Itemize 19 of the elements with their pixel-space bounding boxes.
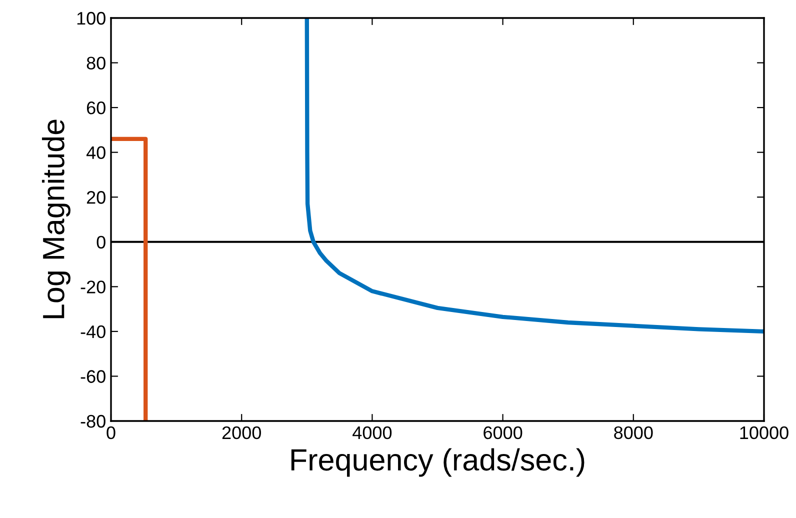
y-tick-label: 80 xyxy=(86,56,106,70)
x-tick-label: 0 xyxy=(106,426,116,440)
y-tick-label: -60 xyxy=(80,370,106,383)
x-tick-label: 2000 xyxy=(222,426,261,440)
y-tick-label: 100 xyxy=(77,12,106,25)
y-tick-label: 60 xyxy=(86,101,106,114)
y-tick-label: -40 xyxy=(80,325,106,338)
y-tick-label: 40 xyxy=(86,146,106,160)
x-tick-label: 10000 xyxy=(740,426,788,440)
x-tick-label: 4000 xyxy=(352,426,392,440)
x-axis-title: Frequency (rads/sec.) xyxy=(291,448,584,477)
y-tick-label: 20 xyxy=(86,191,106,204)
x-tick-label: 6000 xyxy=(484,426,522,440)
x-tick-label: 8000 xyxy=(614,426,653,440)
line-series xyxy=(304,18,764,334)
y-tick-label: 0 xyxy=(96,236,106,249)
y-axis-title: Log Magnitude xyxy=(42,120,70,318)
y-tick-label: -80 xyxy=(80,414,106,428)
y-tick-label: -20 xyxy=(80,280,106,294)
